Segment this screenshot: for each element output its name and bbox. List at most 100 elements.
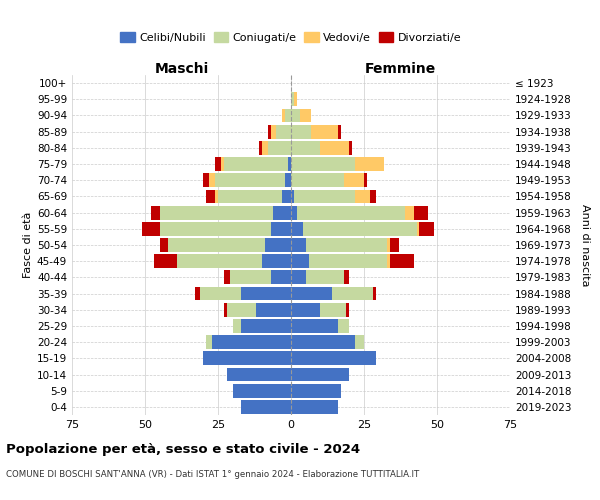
Bar xyxy=(416,222,419,235)
Bar xyxy=(338,319,349,333)
Bar xyxy=(215,157,221,171)
Bar xyxy=(268,141,291,154)
Bar xyxy=(291,238,305,252)
Bar xyxy=(405,206,413,220)
Text: Popolazione per età, sesso e stato civile - 2024: Popolazione per età, sesso e stato civil… xyxy=(6,442,360,456)
Bar xyxy=(154,254,177,268)
Bar xyxy=(224,270,230,284)
Bar xyxy=(212,336,291,349)
Bar xyxy=(332,286,373,300)
Bar xyxy=(271,125,277,138)
Bar xyxy=(194,286,200,300)
Bar xyxy=(285,174,291,187)
Bar xyxy=(300,108,311,122)
Bar xyxy=(413,206,428,220)
Legend: Celibi/Nubili, Coniugati/e, Vedovi/e, Divorziati/e: Celibi/Nubili, Coniugati/e, Vedovi/e, Di… xyxy=(116,28,466,48)
Bar xyxy=(291,222,302,235)
Bar xyxy=(215,174,285,187)
Bar xyxy=(142,222,160,235)
Bar xyxy=(285,108,291,122)
Bar xyxy=(241,400,291,414)
Bar xyxy=(419,222,434,235)
Bar xyxy=(291,270,305,284)
Bar xyxy=(265,238,291,252)
Bar xyxy=(233,384,291,398)
Bar xyxy=(206,336,212,349)
Bar xyxy=(291,384,341,398)
Bar xyxy=(370,190,376,203)
Bar xyxy=(291,125,311,138)
Bar xyxy=(305,238,388,252)
Bar xyxy=(291,92,294,106)
Bar xyxy=(320,303,346,316)
Bar xyxy=(160,222,271,235)
Bar xyxy=(302,222,416,235)
Y-axis label: Fasce di età: Fasce di età xyxy=(23,212,33,278)
Bar xyxy=(203,352,291,365)
Bar xyxy=(355,190,370,203)
Bar xyxy=(241,286,291,300)
Bar xyxy=(291,157,355,171)
Bar xyxy=(291,254,308,268)
Bar xyxy=(291,368,349,382)
Bar xyxy=(305,270,344,284)
Bar xyxy=(355,157,385,171)
Bar xyxy=(308,254,388,268)
Bar xyxy=(177,254,262,268)
Bar xyxy=(227,303,256,316)
Bar xyxy=(355,336,364,349)
Bar xyxy=(291,108,300,122)
Bar xyxy=(209,174,215,187)
Bar xyxy=(259,141,262,154)
Bar xyxy=(271,270,291,284)
Bar xyxy=(291,352,376,365)
Bar xyxy=(274,206,291,220)
Bar xyxy=(271,222,291,235)
Bar xyxy=(320,141,349,154)
Text: COMUNE DI BOSCHI SANT'ANNA (VR) - Dati ISTAT 1° gennaio 2024 - Elaborazione TUTT: COMUNE DI BOSCHI SANT'ANNA (VR) - Dati I… xyxy=(6,470,419,479)
Bar xyxy=(291,174,344,187)
Bar xyxy=(344,174,364,187)
Bar xyxy=(346,303,349,316)
Y-axis label: Anni di nascita: Anni di nascita xyxy=(580,204,590,286)
Bar xyxy=(160,238,169,252)
Bar xyxy=(160,206,274,220)
Bar xyxy=(388,238,390,252)
Text: Maschi: Maschi xyxy=(154,62,209,76)
Bar xyxy=(218,190,282,203)
Bar xyxy=(262,254,291,268)
Bar xyxy=(203,174,209,187)
Bar xyxy=(241,319,291,333)
Bar xyxy=(282,190,291,203)
Bar xyxy=(291,190,294,203)
Bar xyxy=(390,238,399,252)
Bar xyxy=(200,286,241,300)
Bar xyxy=(224,157,288,171)
Bar xyxy=(206,190,215,203)
Bar xyxy=(230,270,271,284)
Bar xyxy=(268,125,271,138)
Bar xyxy=(233,319,241,333)
Bar xyxy=(221,157,224,171)
Bar xyxy=(373,286,376,300)
Bar xyxy=(297,206,405,220)
Text: Femmine: Femmine xyxy=(365,62,436,76)
Bar xyxy=(291,400,338,414)
Bar xyxy=(364,174,367,187)
Bar xyxy=(288,157,291,171)
Bar xyxy=(311,125,338,138)
Bar xyxy=(282,108,285,122)
Bar xyxy=(215,190,218,203)
Bar xyxy=(256,303,291,316)
Bar xyxy=(291,141,320,154)
Bar xyxy=(294,190,355,203)
Bar xyxy=(291,206,297,220)
Bar xyxy=(349,141,352,154)
Bar xyxy=(338,125,341,138)
Bar xyxy=(262,141,268,154)
Bar xyxy=(277,125,291,138)
Bar xyxy=(388,254,390,268)
Bar xyxy=(227,368,291,382)
Bar xyxy=(390,254,413,268)
Bar xyxy=(291,303,320,316)
